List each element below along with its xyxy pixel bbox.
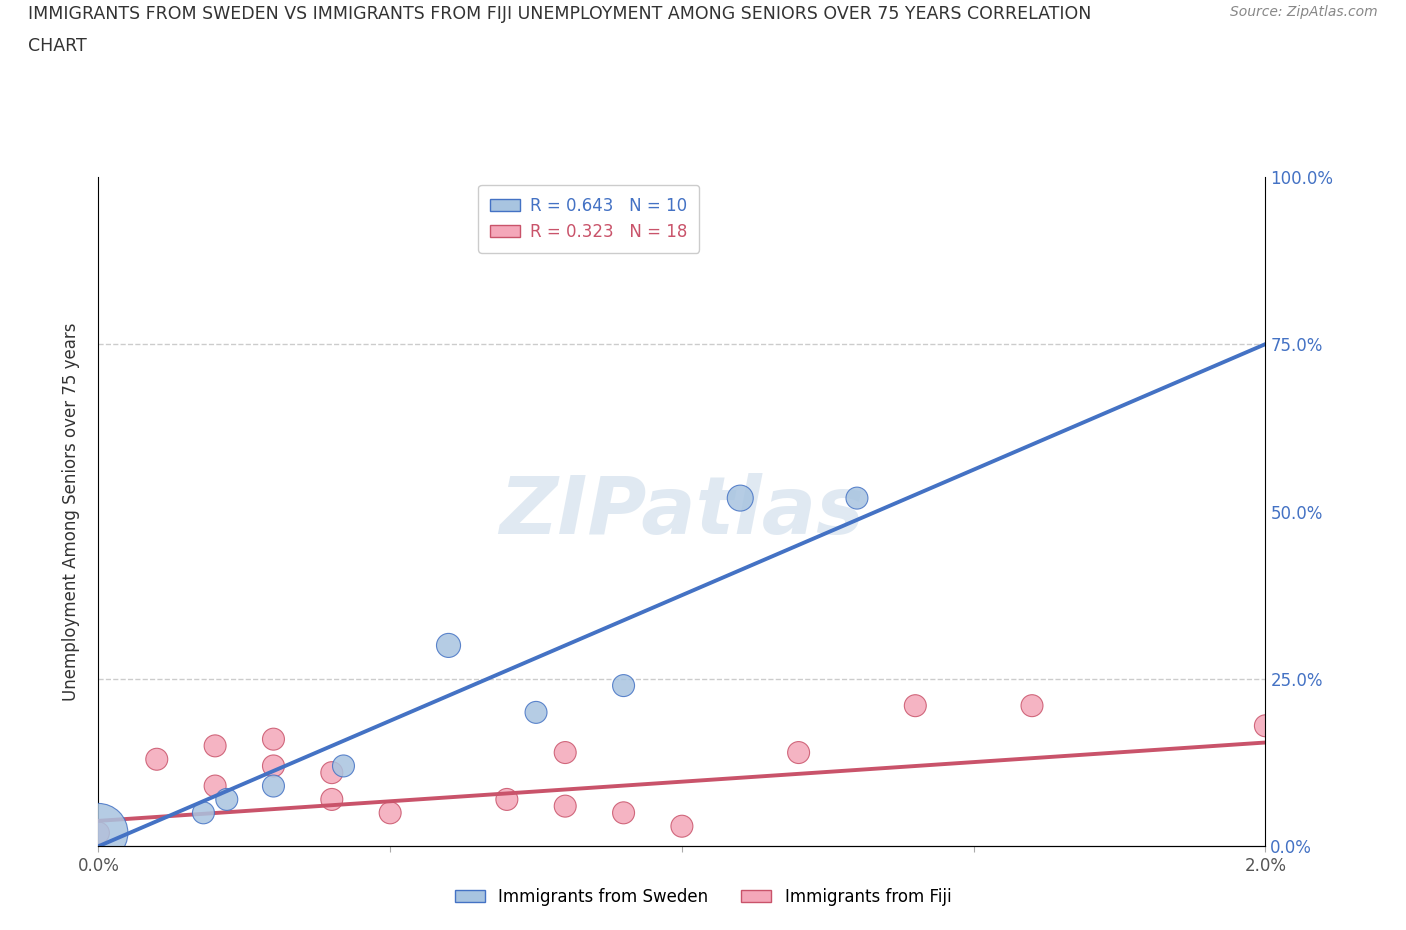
Point	[787, 745, 810, 760]
Point	[612, 805, 634, 820]
Point	[87, 826, 110, 841]
Point	[728, 491, 751, 506]
Point	[554, 745, 576, 760]
Point	[496, 792, 519, 807]
Text: IMMIGRANTS FROM SWEDEN VS IMMIGRANTS FROM FIJI UNEMPLOYMENT AMONG SENIORS OVER 7: IMMIGRANTS FROM SWEDEN VS IMMIGRANTS FRO…	[28, 5, 1091, 22]
Point	[904, 698, 927, 713]
Point	[671, 818, 693, 833]
Point	[215, 792, 238, 807]
Legend: R = 0.643   N = 10, R = 0.323   N = 18: R = 0.643 N = 10, R = 0.323 N = 18	[478, 185, 699, 253]
Point	[193, 805, 215, 820]
Point	[262, 732, 284, 747]
Point	[262, 759, 284, 774]
Point	[554, 799, 576, 814]
Legend: Immigrants from Sweden, Immigrants from Fiji: Immigrants from Sweden, Immigrants from …	[449, 881, 957, 912]
Point	[321, 765, 343, 780]
Point	[262, 778, 284, 793]
Point	[332, 759, 354, 774]
Point	[524, 705, 547, 720]
Text: CHART: CHART	[28, 37, 87, 55]
Point	[612, 678, 634, 693]
Point	[437, 638, 460, 653]
Text: Source: ZipAtlas.com: Source: ZipAtlas.com	[1230, 5, 1378, 19]
Point	[1254, 718, 1277, 733]
Point	[146, 751, 169, 766]
Point	[204, 738, 226, 753]
Point	[378, 805, 402, 820]
Y-axis label: Unemployment Among Seniors over 75 years: Unemployment Among Seniors over 75 years	[62, 323, 80, 700]
Text: ZIPatlas: ZIPatlas	[499, 472, 865, 551]
Point	[321, 792, 343, 807]
Point	[846, 491, 869, 506]
Point	[1021, 698, 1043, 713]
Point	[204, 778, 226, 793]
Point	[87, 826, 110, 841]
